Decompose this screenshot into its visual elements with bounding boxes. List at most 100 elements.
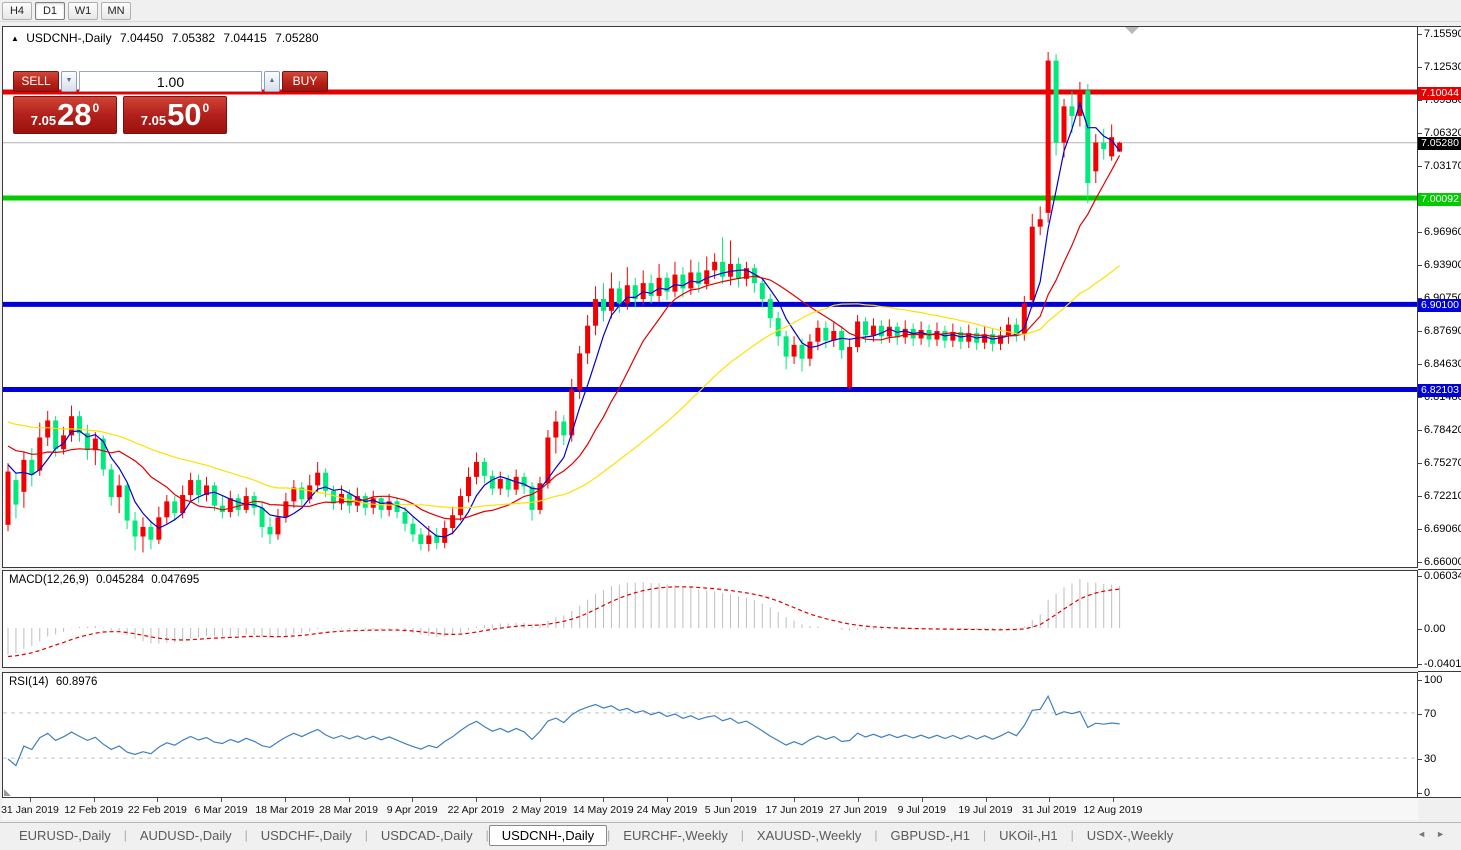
buy-button[interactable]: BUY — [282, 71, 328, 92]
scale-tick — [1418, 759, 1422, 761]
scale-tick — [1418, 397, 1422, 399]
date-tick — [221, 798, 223, 802]
timeframe-mn-button[interactable]: MN — [101, 2, 131, 20]
tab-separator: | — [244, 828, 248, 842]
date-tick — [794, 798, 796, 802]
buy-price-big: 50 — [167, 97, 202, 132]
date-axis[interactable]: 31 Jan 2019 12 Feb 2019 22 Feb 2019 6 Mar 2… — [1, 798, 1418, 820]
date-tick — [921, 798, 923, 802]
macd-signal: 0.047695 — [151, 574, 200, 586]
date-tick-label: 24 May 2019 — [636, 804, 698, 816]
ohlc-high: 7.05382 — [171, 31, 216, 45]
date-tick-label: 18 Mar 2019 — [255, 804, 315, 816]
date-tick — [858, 798, 860, 802]
ohlc-open: 7.04450 — [119, 31, 164, 45]
buy-price-sup: 0 — [202, 101, 210, 115]
date-tick-label: 12 Feb 2019 — [64, 804, 124, 816]
tab-ukoil[interactable]: UKOil-,H1 — [999, 827, 1058, 843]
tab-gbpusd[interactable]: GBPUSD-,H1 — [890, 827, 971, 843]
tab-scroll-left-icon[interactable]: ◄ — [1417, 829, 1437, 839]
tab-scroll-right-icon[interactable]: ► — [1436, 829, 1455, 839]
price-tick-label: 6.75270 — [1424, 457, 1461, 470]
date-tick — [1049, 798, 1051, 802]
candlestick-chart[interactable] — [3, 27, 1417, 567]
macd-tick-label: 0.060343 — [1424, 570, 1461, 583]
scale-tick — [1418, 463, 1422, 465]
rsi-name: RSI(14) — [9, 676, 49, 688]
timeframe-toolbar: H4 D1 W1 MN — [0, 0, 1461, 22]
tab-separator: | — [123, 828, 127, 842]
macd-indicator-pane[interactable]: MACD(12,26,9) 0.045284 0.047695 — [2, 570, 1418, 668]
scale-tick — [1418, 562, 1422, 563]
chart-title: ▲ USDCNH-,Daily 7.04450 7.05382 7.04415 … — [11, 31, 319, 45]
sell-price-big: 28 — [57, 97, 92, 132]
tab-scroll-arrows: ◄► — [1417, 829, 1455, 839]
tab-usdcad[interactable]: USDCAD-,Daily — [380, 827, 473, 843]
sell-price-small: 7.05 — [30, 112, 57, 128]
price-tick-label: 6.84630 — [1424, 357, 1461, 370]
scale-tick — [1418, 713, 1422, 715]
date-tick-label: 22 Feb 2019 — [127, 804, 187, 816]
volume-input[interactable] — [79, 71, 262, 92]
date-tick-label: 12 Aug 2019 — [1083, 804, 1143, 816]
tab-usdcnh[interactable]: USDCNH-,Daily — [488, 824, 608, 846]
tab-separator: | — [607, 828, 611, 842]
date-tick-label: 14 May 2019 — [572, 804, 634, 816]
volume-increase-icon[interactable]: ▲ — [264, 71, 280, 92]
tab-eurchf[interactable]: EURCHF-,Weekly — [623, 827, 728, 843]
price-scale[interactable]: 7.155907.125307.093807.063207.031707.001… — [1418, 26, 1461, 799]
scale-separator — [1418, 671, 1461, 672]
price-tick-label: 7.03170 — [1424, 160, 1461, 173]
rsi-indicator-pane[interactable]: RSI(14) 60.8976 — [2, 672, 1418, 798]
date-tick-label: 22 Apr 2019 — [447, 804, 505, 816]
tab-xauusd[interactable]: XAUUSD-,Weekly — [756, 827, 862, 843]
rsi-tick-label: 100 — [1424, 674, 1443, 686]
macd-label: MACD(12,26,9) 0.045284 0.047695 — [9, 574, 203, 586]
scale-tick — [1418, 429, 1422, 431]
sell-button[interactable]: SELL — [13, 71, 59, 92]
macd-name: MACD(12,26,9) — [9, 574, 89, 586]
chart-shift-marker-icon[interactable] — [1125, 27, 1139, 34]
date-tick-label: 28 Mar 2019 — [319, 804, 378, 816]
hline-price-flag: 6.82103 — [1418, 384, 1461, 398]
collapse-icon[interactable]: ▲ — [11, 34, 19, 43]
tab-separator: | — [364, 828, 368, 842]
volume-decrease-icon[interactable]: ▼ — [61, 71, 77, 92]
tab-usdchf[interactable]: USDCHF-,Daily — [260, 827, 352, 843]
scale-tick — [1418, 680, 1422, 681]
timeframe-w1-button[interactable]: W1 — [68, 2, 98, 20]
price-tick-label: 6.72210 — [1424, 489, 1461, 502]
tab-eurusd[interactable]: EURUSD-,Daily — [19, 827, 111, 843]
sell-price-button[interactable]: 7.05 28 0 — [13, 96, 117, 134]
price-tick-label: 7.12530 — [1424, 60, 1461, 73]
rsi-value: 60.8976 — [55, 676, 98, 688]
scale-separator — [1418, 569, 1461, 570]
price-tick-label: 6.66000 — [1424, 556, 1461, 568]
buy-price-button[interactable]: 7.05 50 0 — [123, 96, 227, 134]
date-tick — [93, 798, 95, 802]
price-chart-pane[interactable]: ▲ USDCNH-,Daily 7.04450 7.05382 7.04415 … — [2, 26, 1418, 568]
macd-tick-label: 0.00 — [1424, 623, 1446, 635]
timeframe-h4-button[interactable]: H4 — [2, 2, 32, 20]
date-tick — [667, 798, 668, 802]
tab-separator: | — [983, 828, 987, 842]
pane-resize-grip-icon[interactable] — [4, 789, 11, 796]
tab-usdx[interactable]: USDX-,Weekly — [1086, 827, 1174, 843]
tab-separator: | — [485, 828, 489, 842]
price-tick-label: 6.87690 — [1424, 325, 1461, 338]
hline-price-flag: 7.00092 — [1418, 192, 1461, 206]
price-tick-label: 6.93900 — [1424, 258, 1461, 271]
tab-audusd[interactable]: AUDUSD-,Daily — [139, 827, 232, 843]
current-price-flag: 7.05280 — [1418, 137, 1461, 151]
scale-tick — [1418, 576, 1422, 578]
price-tick-label: 6.78420 — [1424, 423, 1461, 436]
price-tick-label: 7.06320 — [1424, 126, 1461, 139]
date-tick-label: 9 Apr 2019 — [386, 804, 438, 816]
rsi-tick-label: 0 — [1424, 787, 1431, 799]
date-tick — [412, 798, 414, 802]
ohlc-low: 7.04415 — [223, 31, 267, 45]
symbol-tab-bar: EURUSD-,Daily | AUDUSD-,Daily | USDCHF-,Dail… — [0, 822, 1461, 847]
scale-tick — [1418, 100, 1422, 102]
date-tick — [985, 798, 987, 802]
timeframe-d1-button[interactable]: D1 — [35, 2, 65, 20]
